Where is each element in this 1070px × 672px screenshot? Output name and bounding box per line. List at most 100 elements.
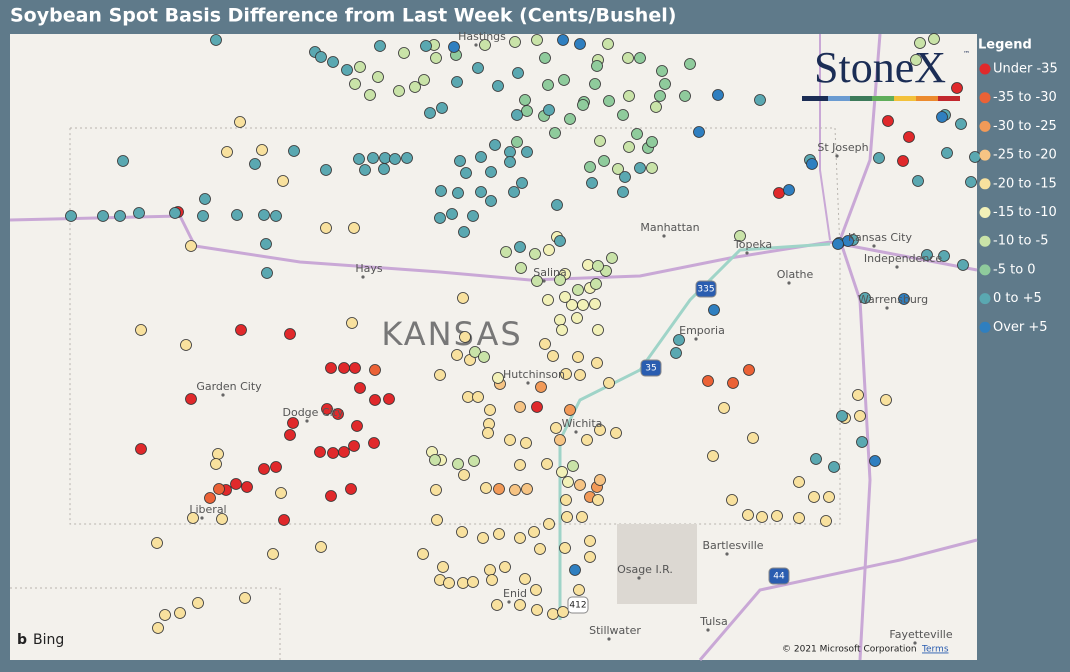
location-dot — [561, 511, 573, 523]
location-dot — [256, 144, 268, 156]
location-dot — [372, 71, 384, 83]
location-dot — [420, 40, 432, 52]
location-dot — [424, 107, 436, 119]
location-dot — [702, 375, 714, 387]
location-dot — [773, 187, 785, 199]
place-marker — [787, 281, 791, 285]
location-dot — [492, 80, 504, 92]
legend-swatch — [979, 293, 991, 305]
place-marker — [221, 393, 225, 397]
location-dot — [417, 548, 429, 560]
location-dot — [557, 606, 569, 618]
location-dot — [646, 136, 658, 148]
location-dot — [581, 434, 593, 446]
location-dot — [574, 38, 586, 50]
location-dot — [504, 146, 516, 158]
place-marker — [542, 279, 546, 283]
place-marker — [835, 154, 839, 158]
location-dot — [151, 537, 163, 549]
location-dot — [430, 52, 442, 64]
location-dot — [539, 338, 551, 350]
location-dot — [808, 491, 820, 503]
location-dot — [820, 515, 832, 527]
location-dot — [327, 447, 339, 459]
legend-swatch — [979, 120, 991, 132]
location-dot — [504, 156, 516, 168]
location-dot — [320, 164, 332, 176]
location-dot — [965, 176, 977, 188]
location-dot — [485, 195, 497, 207]
highway-label: 35 — [645, 364, 656, 374]
location-dot — [869, 455, 881, 467]
location-dot — [448, 41, 460, 53]
location-dot — [480, 482, 492, 494]
location-dot — [521, 146, 533, 158]
location-dot — [567, 460, 579, 472]
location-dot — [898, 293, 910, 305]
location-dot — [369, 394, 381, 406]
location-dot — [854, 410, 866, 422]
location-dot — [345, 483, 357, 495]
legend-swatch — [979, 207, 991, 218]
location-dot — [267, 548, 279, 560]
location-dot — [514, 459, 526, 471]
location-dot — [541, 458, 553, 470]
location-dot — [646, 162, 658, 174]
location-dot — [519, 94, 531, 106]
location-dot — [592, 324, 604, 336]
location-dot — [756, 511, 768, 523]
location-dot — [564, 113, 576, 125]
location-dot — [349, 78, 361, 90]
location-dot — [378, 163, 390, 175]
location-dot — [569, 564, 581, 576]
place-label: Dodge City — [283, 406, 344, 419]
location-dot — [489, 139, 501, 151]
location-dot — [771, 510, 783, 522]
location-dot — [582, 259, 594, 271]
place-marker — [872, 244, 876, 248]
place-marker — [662, 234, 666, 238]
location-dot — [571, 312, 583, 324]
place-label: Tulsa — [699, 615, 728, 628]
place-marker — [725, 552, 729, 556]
location-dot — [882, 115, 894, 127]
location-dot — [551, 199, 563, 211]
location-dot — [726, 494, 738, 506]
location-dot — [213, 483, 225, 495]
location-dot — [852, 389, 864, 401]
terms-link[interactable]: Terms — [921, 645, 949, 655]
location-dot — [880, 394, 892, 406]
place-marker — [694, 337, 698, 341]
location-dot — [484, 564, 496, 576]
location-dot — [436, 102, 448, 114]
location-dot — [941, 147, 953, 159]
location-dot — [348, 440, 360, 452]
logo-stripe — [802, 96, 960, 101]
location-dot — [468, 455, 480, 467]
location-dot — [542, 294, 554, 306]
location-dot — [936, 111, 948, 123]
location-dot — [547, 350, 559, 362]
location-dot — [199, 193, 211, 205]
legend-label: -20 to -15 — [993, 176, 1057, 191]
legend-swatch — [979, 178, 991, 190]
location-dot — [631, 128, 643, 140]
location-dot — [504, 434, 516, 446]
location-dot — [261, 267, 273, 279]
location-dot — [554, 274, 566, 286]
logo-mark: ™ — [963, 50, 970, 58]
place-label: Garden City — [196, 380, 262, 393]
location-dot — [452, 187, 464, 199]
location-dot — [542, 79, 554, 91]
location-dot — [475, 151, 487, 163]
location-dot — [606, 252, 618, 264]
location-dot — [903, 131, 915, 143]
location-dot — [204, 492, 216, 504]
location-dot — [577, 299, 589, 311]
legend-swatch — [979, 235, 991, 247]
location-dot — [65, 210, 77, 222]
location-dot — [823, 491, 835, 503]
location-dot — [602, 38, 614, 50]
location-dot — [197, 210, 209, 222]
